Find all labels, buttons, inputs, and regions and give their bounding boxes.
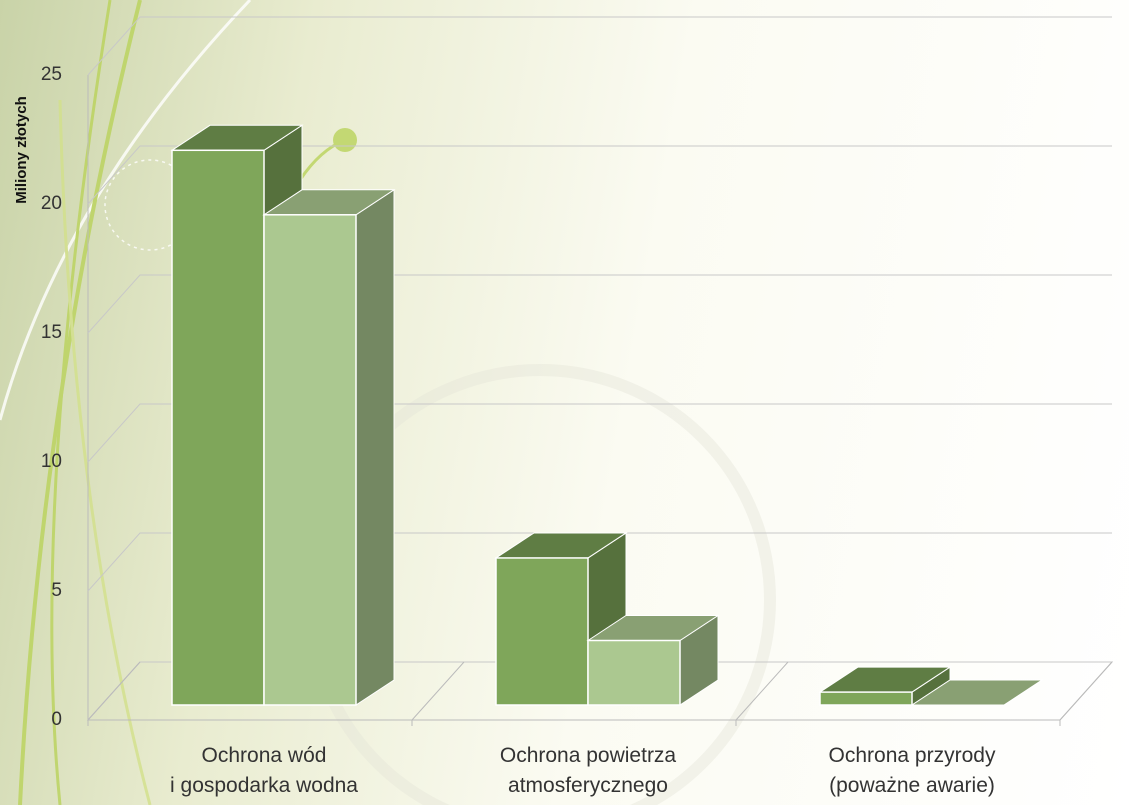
y-axis-label: Miliony złotych bbox=[13, 96, 30, 204]
x-tick-label: Ochrona przyrody (poważne awarie) bbox=[762, 741, 1062, 801]
y-tick-label: 0 bbox=[51, 709, 62, 730]
x-tick-label: Ochrona wód i gospodarka wodna bbox=[114, 741, 414, 801]
x-tick-label: Ochrona powietrza atmosferycznego bbox=[438, 741, 738, 801]
x-tick bbox=[88, 662, 140, 726]
y-tick-label: 25 bbox=[41, 64, 62, 85]
bar-side bbox=[356, 190, 394, 705]
bar bbox=[264, 215, 356, 705]
y-tick-label: 10 bbox=[41, 451, 62, 472]
bar bbox=[496, 558, 588, 705]
x-tick bbox=[1060, 662, 1112, 726]
bar bbox=[588, 641, 680, 706]
chart: Miliony złotych 0 5 10 15 20 25 Ochrona wód i… bbox=[0, 0, 1129, 805]
y-tick-label: 20 bbox=[41, 193, 62, 214]
bar bbox=[172, 150, 264, 705]
plot: Miliony złotych 0 5 10 15 20 25 bbox=[0, 0, 1129, 805]
y-tick-label: 15 bbox=[41, 322, 62, 343]
x-tick bbox=[412, 662, 464, 726]
grid-line bbox=[88, 17, 1112, 75]
y-tick-label: 5 bbox=[51, 580, 62, 601]
bar bbox=[820, 692, 912, 705]
